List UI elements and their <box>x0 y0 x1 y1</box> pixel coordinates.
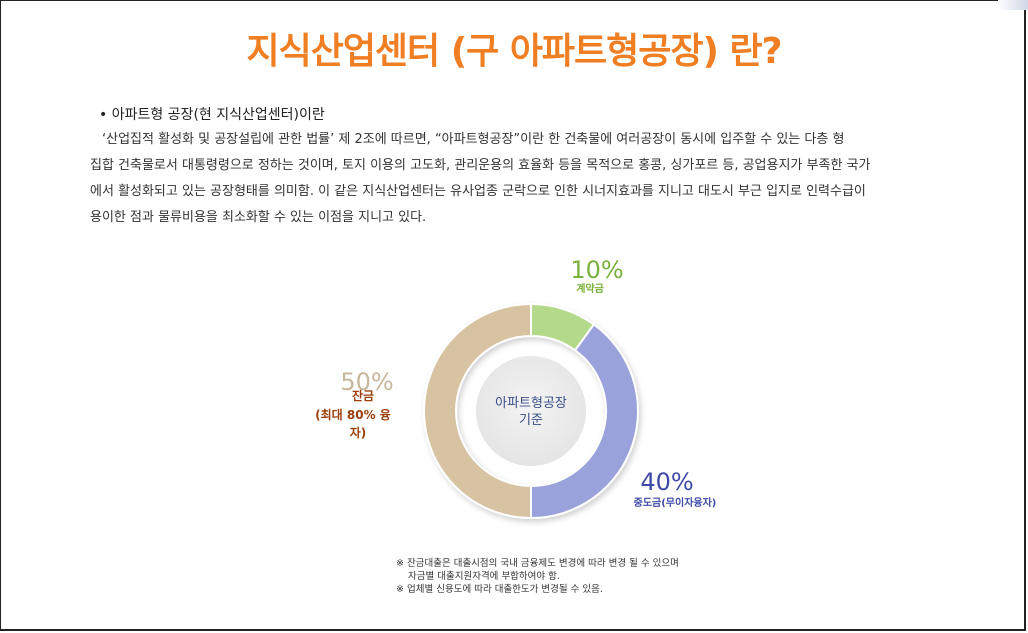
slice-name-label: 중도금(무이자융자) <box>634 496 717 509</box>
page-title: 지식산업센터 (구 아파트형공장) 란? <box>246 31 782 72</box>
slice-percent-label: 40% <box>640 468 693 496</box>
paragraph-line: 에서 활성화되고 있는 공장형태를 의미함. 이 같은 지식산업센터는 유사업종… <box>90 184 866 199</box>
slice-percent-label: 50% <box>340 368 393 396</box>
donut-center <box>476 356 586 466</box>
paragraph-line: 용이한 점과 물류비용을 최소화할 수 있는 이점을 지니고 있다. <box>90 210 427 225</box>
paragraph-line: ‘산업집적 활성화 및 공장설립에 관한 법률’ 제 2조에 따르면, “아파트… <box>102 132 845 147</box>
footnote: ※ 잔금대출은 대출시점의 국내 금융제도 변경에 따라 변경 될 수 있으며 … <box>396 557 679 596</box>
description-paragraph: ‘산업집적 활성화 및 공장설립에 관한 법률’ 제 2조에 따르면, “아파트… <box>90 127 980 231</box>
payment-donut-chart: 아파트형공장 기준 10% 계약금 40% 중도금(무이자융자) 50% 잔금 … <box>315 256 717 520</box>
footnote-line: ※ 잔금대출은 대출시점의 국내 금융제도 변경에 따라 변경 될 수 있으며 <box>396 558 679 569</box>
donut-slices <box>423 302 639 520</box>
slice-name-label: 계약금 <box>576 282 604 295</box>
footnote-line: ※ 업체별 신용도에 따라 대출한도가 변경될 수 있음. <box>396 584 603 595</box>
donut-slice-3 <box>423 302 532 520</box>
paragraph-line: 집합 건축물로서 대통령령으로 정하는 것이며, 토지 이용의 고도화, 관리운… <box>90 158 871 173</box>
donut-slice-2 <box>530 323 639 520</box>
section-heading: • 아파트형 공장(현 지식산업센터)이란 <box>99 107 325 123</box>
slice-name-label: 자) <box>350 425 367 440</box>
center-label-line: 기준 <box>519 413 543 428</box>
center-label-line: 아파트형공장 <box>495 396 567 411</box>
slice-name-label: 잔금 <box>352 388 374 403</box>
slice-name-label: (최대 80% 융 <box>315 407 391 422</box>
corner-decoration <box>998 0 1028 10</box>
footnote-line: 자금별 대출지원자격에 부합하여야 함. <box>408 571 560 582</box>
slice-percent-label: 10% <box>570 256 623 284</box>
